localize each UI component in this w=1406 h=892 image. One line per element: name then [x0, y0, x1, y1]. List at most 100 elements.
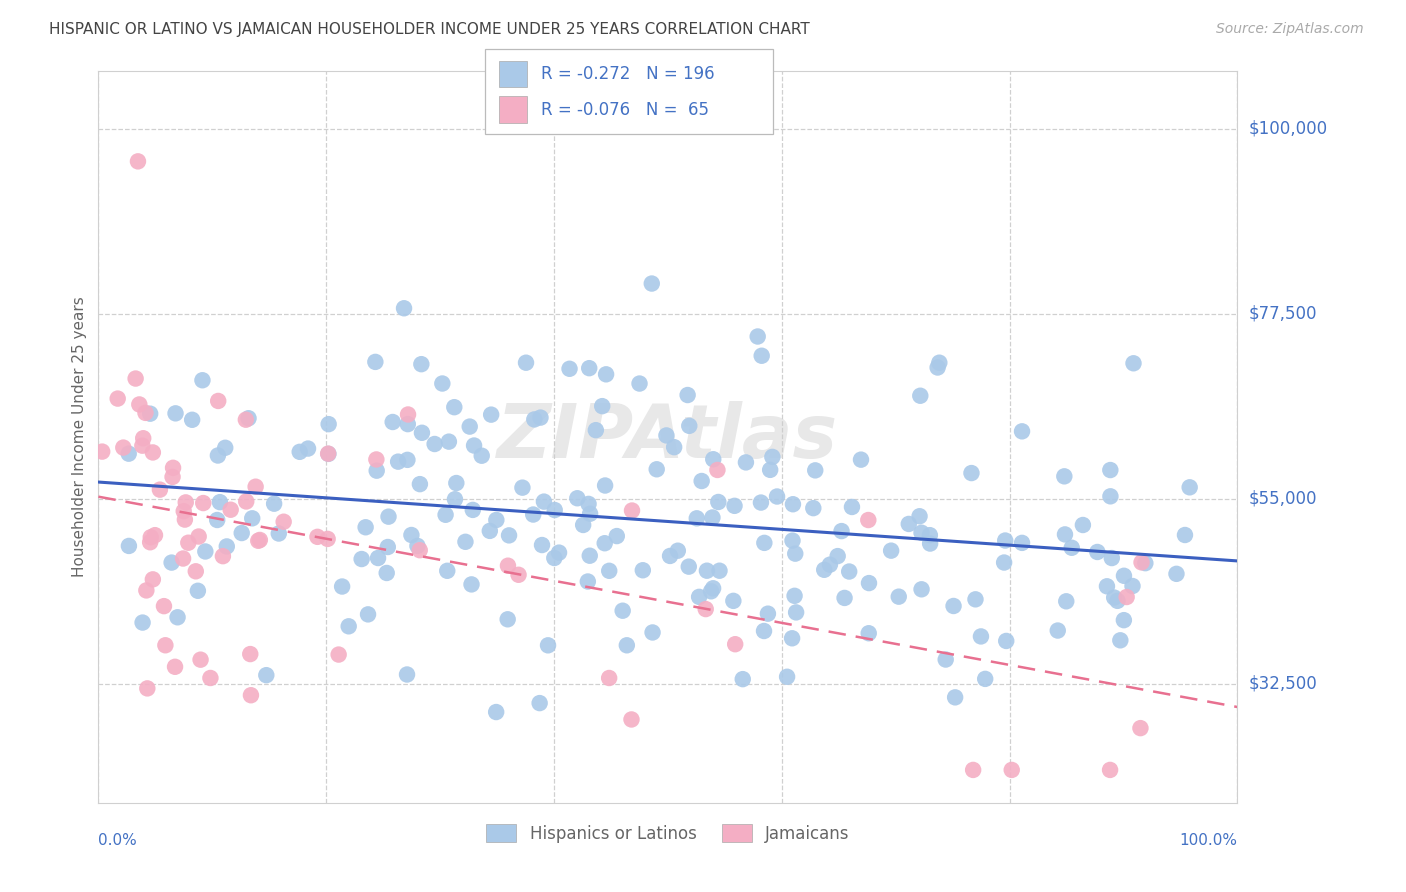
Point	[880, 543, 903, 558]
Point	[659, 549, 682, 563]
Text: HISPANIC OR LATINO VS JAMAICAN HOUSEHOLDER INCOME UNDER 25 YEARS CORRELATION CHA: HISPANIC OR LATINO VS JAMAICAN HOUSEHOLD…	[49, 22, 810, 37]
Point	[1174, 528, 1197, 542]
Point	[1099, 489, 1122, 503]
Point	[163, 660, 186, 674]
Point	[173, 512, 195, 526]
Point	[785, 547, 807, 561]
Point	[1130, 555, 1153, 569]
Point	[191, 373, 214, 387]
Point	[578, 361, 600, 376]
Point	[135, 583, 157, 598]
Point	[801, 501, 824, 516]
Point	[160, 556, 183, 570]
Point	[288, 445, 311, 459]
Point	[165, 406, 187, 420]
Point	[112, 441, 135, 455]
Point	[531, 538, 554, 552]
Point	[396, 408, 419, 422]
Point	[354, 520, 377, 534]
Point	[273, 515, 295, 529]
Point	[965, 592, 987, 607]
Point	[529, 696, 551, 710]
Point	[240, 511, 263, 525]
Point	[628, 376, 651, 391]
Point	[127, 154, 149, 169]
Point	[1112, 569, 1135, 583]
Point	[731, 672, 754, 686]
Text: $100,000: $100,000	[1249, 120, 1327, 138]
Point	[239, 647, 262, 661]
Text: ZIPAtlas: ZIPAtlas	[498, 401, 838, 474]
Point	[723, 499, 745, 513]
Point	[1122, 356, 1144, 370]
Point	[124, 371, 146, 385]
Point	[1178, 480, 1201, 494]
Point	[849, 452, 872, 467]
Point	[695, 602, 717, 616]
Point	[184, 564, 207, 578]
Point	[838, 565, 860, 579]
Point	[231, 526, 253, 541]
Point	[235, 413, 257, 427]
Point	[142, 445, 165, 459]
Text: R = -0.076   N =  65: R = -0.076 N = 65	[541, 101, 709, 119]
Point	[396, 453, 419, 467]
Point	[194, 544, 217, 558]
Point	[247, 533, 270, 548]
Point	[960, 466, 983, 480]
Point	[831, 524, 853, 538]
Point	[166, 610, 188, 624]
Point	[910, 525, 932, 540]
Point	[366, 464, 388, 478]
Point	[688, 590, 710, 604]
Text: $32,500: $32,500	[1249, 674, 1317, 692]
Point	[139, 530, 162, 544]
Point	[591, 399, 613, 413]
Point	[756, 607, 779, 621]
Point	[818, 558, 841, 572]
Point	[537, 638, 560, 652]
Point	[598, 671, 620, 685]
Point	[676, 388, 699, 402]
Point	[804, 463, 827, 477]
Point	[631, 563, 654, 577]
Point	[994, 533, 1017, 548]
Point	[620, 713, 643, 727]
Point	[461, 503, 484, 517]
Point	[153, 599, 176, 614]
Point	[174, 495, 197, 509]
Point	[446, 476, 468, 491]
Point	[318, 447, 340, 461]
Point	[887, 590, 910, 604]
Point	[567, 491, 589, 506]
Point	[1099, 763, 1122, 777]
Point	[350, 552, 373, 566]
Point	[943, 690, 966, 705]
Point	[316, 447, 339, 461]
Point	[512, 481, 534, 495]
Point	[702, 582, 724, 596]
Point	[131, 439, 153, 453]
Point	[962, 763, 984, 777]
Point	[1129, 721, 1152, 735]
Point	[706, 463, 728, 477]
Point	[187, 583, 209, 598]
Point	[219, 502, 242, 516]
Point	[641, 625, 664, 640]
Point	[920, 536, 942, 550]
Point	[995, 634, 1018, 648]
Point	[395, 667, 418, 681]
Point	[759, 463, 782, 477]
Point	[207, 449, 229, 463]
Point	[139, 535, 162, 549]
Point	[131, 615, 153, 630]
Point	[558, 361, 581, 376]
Point	[496, 612, 519, 626]
Point	[149, 483, 172, 497]
Point	[543, 551, 565, 566]
Point	[212, 549, 235, 564]
Point	[1121, 579, 1143, 593]
Point	[1046, 624, 1069, 638]
Point	[498, 528, 520, 542]
Point	[401, 528, 423, 542]
